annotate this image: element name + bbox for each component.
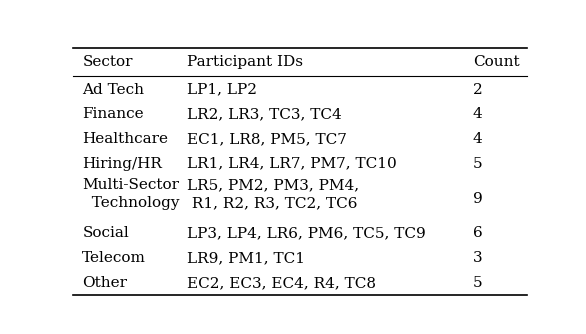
Text: Sector: Sector — [82, 55, 133, 69]
Text: LR2, LR3, TC3, TC4: LR2, LR3, TC3, TC4 — [187, 108, 342, 121]
Text: 6: 6 — [473, 226, 483, 240]
Text: Multi-Sector: Multi-Sector — [82, 178, 179, 192]
Text: Count: Count — [473, 55, 520, 69]
Text: Telecom: Telecom — [82, 251, 146, 265]
Text: 4: 4 — [473, 132, 483, 146]
Text: Technology: Technology — [82, 196, 180, 210]
Text: Hiring/HR: Hiring/HR — [82, 157, 162, 171]
Text: 2: 2 — [473, 83, 483, 97]
Text: Healthcare: Healthcare — [82, 132, 168, 146]
Text: EC1, LR8, PM5, TC7: EC1, LR8, PM5, TC7 — [187, 132, 347, 146]
Text: Ad Tech: Ad Tech — [82, 83, 144, 97]
Text: R1, R2, R3, TC2, TC6: R1, R2, R3, TC2, TC6 — [187, 196, 357, 210]
Text: 5: 5 — [473, 276, 482, 290]
Text: 5: 5 — [473, 157, 482, 171]
Text: 3: 3 — [473, 251, 482, 265]
Text: 4: 4 — [473, 108, 483, 121]
Text: LP3, LP4, LR6, PM6, TC5, TC9: LP3, LP4, LR6, PM6, TC5, TC9 — [187, 226, 425, 240]
Text: Participant IDs: Participant IDs — [187, 55, 303, 69]
Text: Social: Social — [82, 226, 129, 240]
Text: LR5, PM2, PM3, PM4,: LR5, PM2, PM3, PM4, — [187, 178, 359, 192]
Text: LR9, PM1, TC1: LR9, PM1, TC1 — [187, 251, 305, 265]
Text: EC2, EC3, EC4, R4, TC8: EC2, EC3, EC4, R4, TC8 — [187, 276, 376, 290]
Text: Finance: Finance — [82, 108, 144, 121]
Text: 9: 9 — [473, 192, 483, 206]
Text: Other: Other — [82, 276, 127, 290]
Text: LP1, LP2: LP1, LP2 — [187, 83, 257, 97]
Text: LR1, LR4, LR7, PM7, TC10: LR1, LR4, LR7, PM7, TC10 — [187, 157, 397, 171]
